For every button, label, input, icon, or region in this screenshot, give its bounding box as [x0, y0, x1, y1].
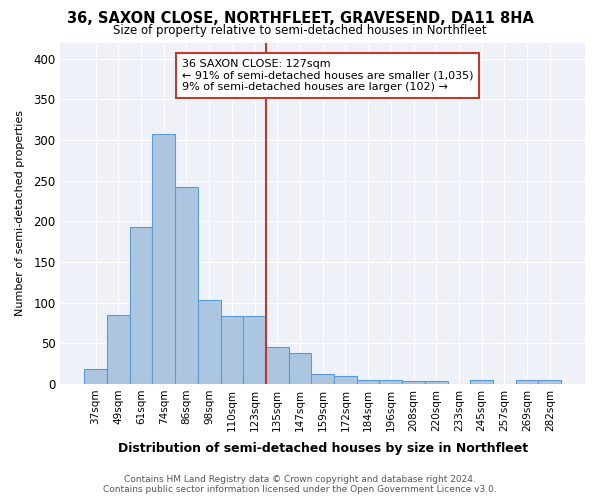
Bar [379, 380, 402, 384]
Bar [266, 348, 289, 384]
Bar [470, 380, 493, 384]
Text: Size of property relative to semi-detached houses in Northfleet: Size of property relative to semi-detach… [113, 24, 487, 37]
X-axis label: Distribution of semi-detached houses by size in Northfleet: Distribution of semi-detached houses by … [118, 442, 528, 455]
Bar [198, 300, 221, 384]
Bar [334, 376, 357, 384]
Bar [538, 380, 561, 384]
Bar [402, 382, 425, 384]
Bar [152, 134, 175, 384]
Bar [357, 380, 379, 384]
Text: 36 SAXON CLOSE: 127sqm
← 91% of semi-detached houses are smaller (1,035)
9% of s: 36 SAXON CLOSE: 127sqm ← 91% of semi-det… [182, 59, 473, 92]
Y-axis label: Number of semi-detached properties: Number of semi-detached properties [15, 110, 25, 316]
Bar [221, 316, 243, 384]
Bar [243, 316, 266, 384]
Bar [175, 187, 198, 384]
Bar [130, 227, 152, 384]
Bar [425, 382, 448, 384]
Bar [107, 315, 130, 384]
Text: Contains HM Land Registry data © Crown copyright and database right 2024.
Contai: Contains HM Land Registry data © Crown c… [103, 474, 497, 494]
Bar [289, 353, 311, 384]
Text: 36, SAXON CLOSE, NORTHFLEET, GRAVESEND, DA11 8HA: 36, SAXON CLOSE, NORTHFLEET, GRAVESEND, … [67, 11, 533, 26]
Bar [311, 374, 334, 384]
Bar [516, 380, 538, 384]
Bar [84, 370, 107, 384]
